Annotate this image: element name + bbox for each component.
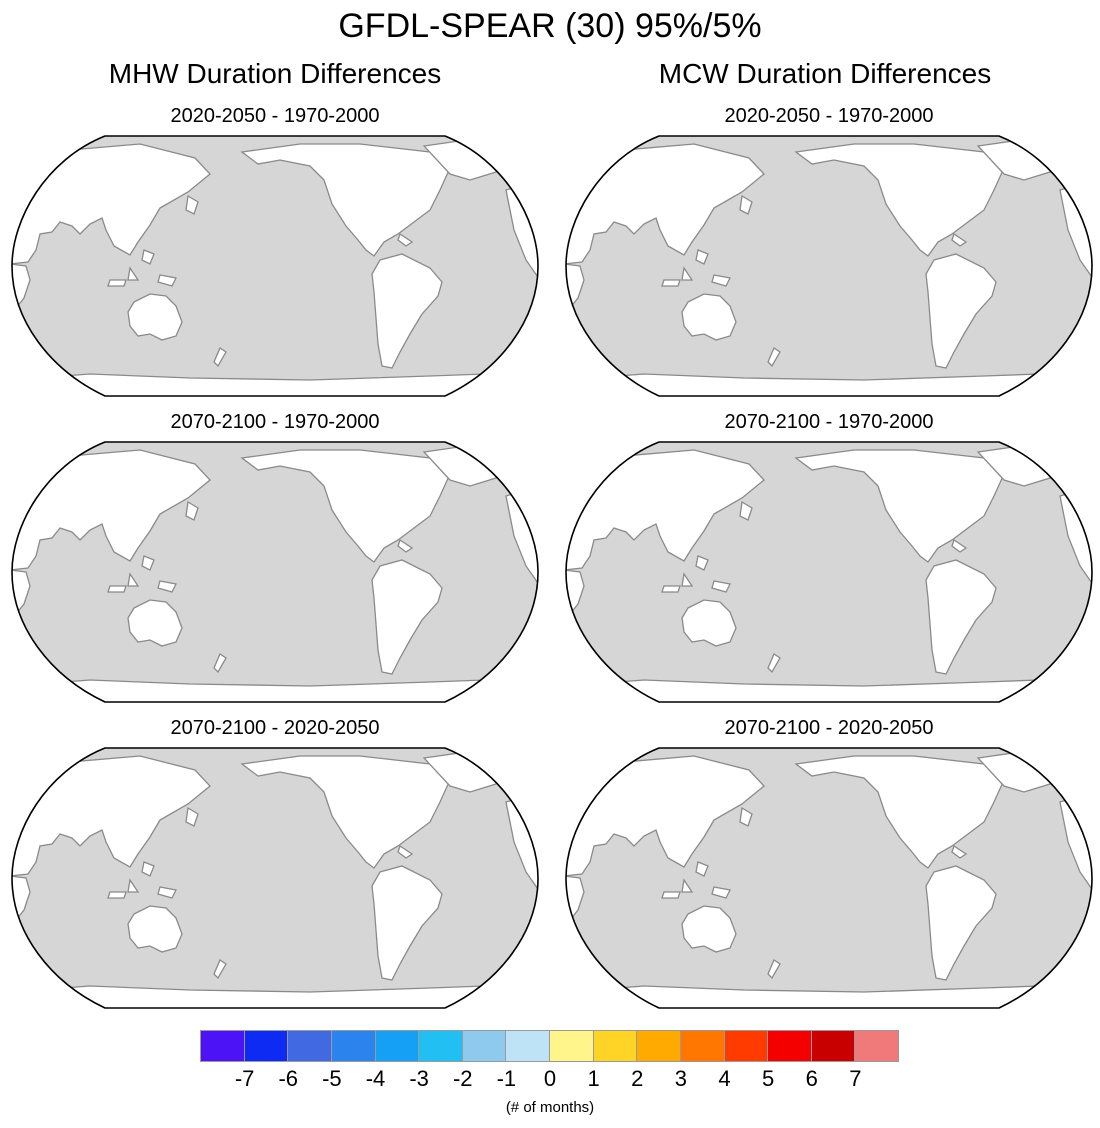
colorbar-swatch xyxy=(374,1030,420,1062)
colorbar-swatch xyxy=(243,1030,289,1062)
colorbar-tick-label: 7 xyxy=(849,1066,862,1091)
colorbar-swatch xyxy=(723,1030,769,1062)
colorbar-tick-label: 6 xyxy=(805,1066,818,1091)
colorbar-swatch xyxy=(461,1030,507,1062)
colorbar-swatch xyxy=(287,1030,332,1062)
map-panel-mcw-2: 2070-2100 - 1970-2000 xyxy=(564,410,1094,710)
panel-title: 2020-2050 - 1970-2000 xyxy=(724,105,934,127)
map-panel-mcw-1: 2020-2050 - 1970-2000 xyxy=(564,104,1094,404)
map-panel-mhw-1: 2020-2050 - 1970-2000 xyxy=(10,104,540,404)
colorbar-tick-label: -4 xyxy=(365,1066,386,1091)
colorbar-swatch xyxy=(505,1030,550,1062)
panel-title: 2070-2100 - 1970-2000 xyxy=(170,411,380,433)
colorbar-tick-label: 4 xyxy=(718,1066,731,1091)
colorbar-swatch xyxy=(549,1030,594,1062)
mhw-column-title: MHW Duration Differences xyxy=(108,58,442,89)
colorbar-tick-label: -5 xyxy=(322,1066,342,1091)
colorbar-swatch xyxy=(418,1030,463,1062)
colorbar-tick-label: -2 xyxy=(452,1066,473,1091)
world-map xyxy=(564,130,1094,402)
colorbar-tick-labels: -7 -6 -5 -4 -3 -2 -1 0 1 2 3 4 5 6 7 xyxy=(0,1066,1100,1096)
colorbar-tick-label: 0 xyxy=(543,1066,557,1091)
world-map xyxy=(10,130,540,402)
map-panel-mhw-2: 2070-2100 - 1970-2000 xyxy=(10,410,540,710)
colorbar-tick-label: -7 xyxy=(234,1066,255,1091)
panel-title: 2070-2100 - 2020-2050 xyxy=(170,717,380,739)
colorbar-swatch xyxy=(854,1030,899,1062)
colorbar-tick-label: 2 xyxy=(631,1066,644,1091)
colorbar-swatch xyxy=(592,1030,638,1062)
panel-title: 2070-2100 - 2020-2050 xyxy=(724,717,934,739)
colorbar-tick-label: 3 xyxy=(674,1066,687,1091)
colorbar-tick-label: -3 xyxy=(409,1066,429,1091)
panel-title: 2020-2050 - 1970-2000 xyxy=(170,105,380,127)
colorbar-unit: (# of months) xyxy=(505,1099,595,1116)
colorbar-tick-label: -6 xyxy=(278,1066,299,1091)
panel-title: 2070-2100 - 1970-2000 xyxy=(724,411,934,433)
world-map xyxy=(10,436,540,708)
world-map xyxy=(564,742,1094,1014)
colorbar-tick-label: 1 xyxy=(587,1066,600,1091)
colorbar-swatch xyxy=(636,1030,681,1062)
world-map xyxy=(564,436,1094,708)
mcw-column-title: MCW Duration Differences xyxy=(658,58,992,89)
map-panel-mcw-3: 2070-2100 - 2020-2050 xyxy=(564,716,1094,1016)
colorbar-tick-label: 5 xyxy=(762,1066,775,1091)
figure-title: GFDL-SPEAR (30) 95%/5% xyxy=(338,7,762,45)
colorbar-swatch xyxy=(330,1030,376,1062)
colorbar-swatch xyxy=(767,1030,812,1062)
map-panel-mhw-3: 2070-2100 - 2020-2050 xyxy=(10,716,540,1016)
colorbar-swatch xyxy=(679,1030,725,1062)
world-map xyxy=(10,742,540,1014)
colorbar-swatch xyxy=(810,1030,856,1062)
colorbar xyxy=(200,1030,900,1064)
colorbar-tick-label: -1 xyxy=(496,1066,517,1091)
colorbar-swatch xyxy=(200,1030,245,1062)
